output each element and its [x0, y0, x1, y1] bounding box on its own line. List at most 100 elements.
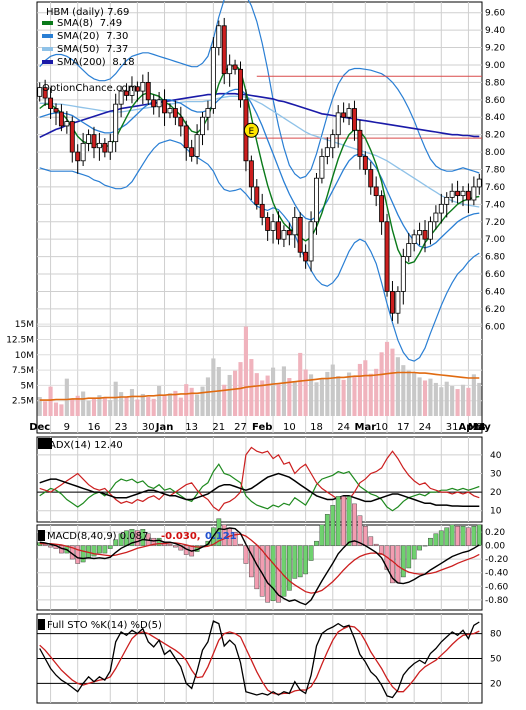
- volume-bar: [363, 360, 368, 416]
- candle-body: [303, 251, 309, 262]
- price-tick-label: 6.80: [485, 253, 505, 263]
- volume-bar: [129, 389, 135, 416]
- volume-bar: [406, 370, 411, 416]
- bollinger-lower-line: [39, 139, 480, 362]
- legend-label: SMA(50): [57, 44, 99, 55]
- price-tick-label: 7.00: [485, 235, 505, 245]
- volume-bar: [205, 377, 211, 416]
- sto-tick-label: 20: [490, 679, 502, 689]
- price-tick-label: 8.20: [485, 131, 505, 141]
- candle-body: [427, 221, 433, 240]
- macd-histogram-bar: [314, 540, 319, 546]
- sma20-line: [39, 88, 480, 249]
- sto-tick-label: 50: [490, 655, 502, 665]
- candle-body: [80, 142, 86, 162]
- macd-histogram-bar: [368, 536, 374, 546]
- macd-histogram-bar: [438, 530, 444, 546]
- volume-bar: [254, 373, 259, 416]
- price-tick-label: 9.00: [485, 61, 505, 71]
- macd-legend-swatch: [38, 530, 45, 541]
- candle-body: [107, 141, 113, 153]
- candle-body: [232, 64, 238, 70]
- candle-body: [471, 186, 477, 201]
- sma8-line: [39, 64, 480, 265]
- sma50-line: [39, 95, 480, 208]
- candle-body: [210, 47, 216, 109]
- legend-swatch: [42, 60, 53, 64]
- candle-body: [129, 86, 135, 96]
- sto-legend-swatch: [38, 619, 45, 630]
- adx-legend-swatch: [38, 438, 52, 449]
- legend-swatch: [42, 34, 53, 38]
- candle-body: [395, 291, 401, 314]
- volume-bar: [48, 386, 53, 416]
- candle-body: [113, 103, 119, 143]
- candle-body: [248, 160, 254, 188]
- volume-bar: [173, 390, 178, 416]
- candle-body: [373, 186, 379, 197]
- volume-bar: [211, 358, 216, 416]
- candle-body: [411, 234, 417, 244]
- candle-body: [330, 134, 336, 149]
- volume-bar: [455, 389, 460, 416]
- volume-bar: [303, 369, 308, 416]
- adx-label: ADX(14) 12.40: [49, 440, 123, 451]
- macd-histogram-bar: [248, 545, 254, 578]
- macd-histogram-bar: [286, 545, 292, 591]
- adx-tick-label: 20: [490, 488, 502, 498]
- candle-body: [265, 217, 271, 231]
- volume-bar: [178, 397, 183, 416]
- candle-body: [444, 196, 450, 205]
- candle-body: [194, 134, 200, 157]
- volume-bar: [384, 341, 390, 416]
- macd-histogram-bar: [238, 543, 243, 546]
- macd-histogram-bar: [113, 539, 119, 546]
- volume-bar: [200, 386, 205, 416]
- volume-tick-label: 7.5M: [12, 366, 34, 376]
- legend-label: SMA(20): [57, 31, 99, 42]
- legend-value: 7.30: [106, 31, 128, 42]
- candle-body: [465, 190, 471, 201]
- candle-body: [200, 116, 205, 136]
- volume-bar: [368, 373, 373, 416]
- candle-body: [259, 203, 265, 218]
- x-axis-label: Dec: [29, 422, 50, 433]
- volume-bar: [135, 399, 140, 416]
- macd-histogram-bar: [455, 526, 460, 546]
- volume-bar: [357, 363, 362, 416]
- earnings-marker-label: E: [249, 127, 255, 137]
- volume-bar: [390, 348, 395, 416]
- candle-body: [172, 108, 178, 118]
- x-axis-label: 17: [397, 422, 410, 433]
- volume-bar: [352, 376, 357, 416]
- macd-tick-label: -0.40: [485, 569, 509, 579]
- macd-histogram-bar: [292, 545, 298, 579]
- x-axis-label: 21: [212, 422, 225, 433]
- sto-d-line: [39, 625, 480, 695]
- volume-bar: [319, 379, 324, 416]
- bollinger-upper-line: [39, 0, 480, 179]
- x-axis-label: 24: [419, 422, 432, 433]
- volume-bar: [81, 391, 86, 416]
- macd-histogram-bar: [297, 545, 303, 578]
- x-axis-label: May: [468, 422, 491, 433]
- sto-tick-label: 80: [490, 630, 502, 640]
- volume-bar: [417, 377, 422, 416]
- candle-body: [314, 177, 319, 223]
- price-tick-label: 6.60: [485, 270, 505, 280]
- candle-body: [216, 25, 222, 48]
- candle-body: [75, 151, 81, 162]
- volume-bar: [189, 387, 194, 416]
- volume-bar: [119, 392, 124, 416]
- macd-tick-label: -0.80: [485, 596, 509, 606]
- macd-histogram-bar: [390, 545, 395, 584]
- volume-bar: [265, 375, 270, 416]
- candle-body: [124, 90, 130, 96]
- volume-bar: [341, 379, 346, 416]
- volume-bar: [233, 370, 238, 416]
- candle-body: [221, 25, 227, 75]
- macd-histogram-bar: [129, 529, 135, 546]
- candle-body: [422, 230, 428, 240]
